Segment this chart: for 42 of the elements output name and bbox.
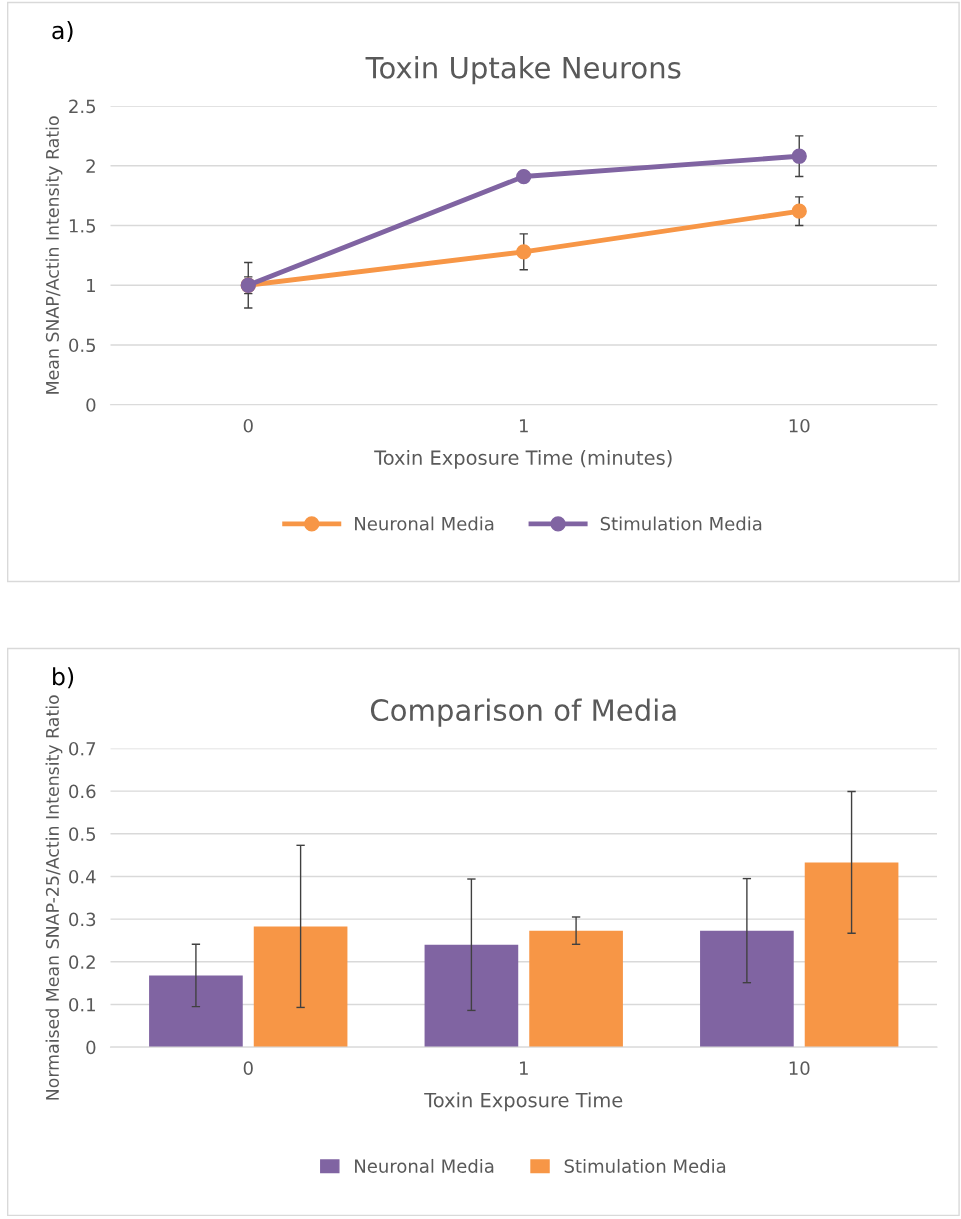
y-tick-label: 0.5	[69, 827, 96, 841]
y-tick-label: 1	[87, 278, 95, 293]
point	[791, 148, 807, 164]
legend-label: Neuronal Media	[355, 516, 494, 531]
point	[791, 203, 807, 219]
bar	[529, 930, 623, 1048]
bar	[253, 926, 348, 1048]
y-axis-title: Mean SNAP/Actin Intensity Ratio	[45, 116, 63, 394]
x-tick-label: 10	[789, 1061, 810, 1075]
x-tick-label: 10	[789, 418, 810, 433]
y-tick-label: 1.5	[69, 219, 96, 233]
x-tick-label: 1	[519, 419, 528, 433]
y-tick-label: 0	[86, 398, 96, 412]
y-tick-label: 2.5	[69, 99, 96, 114]
x-tick-label: 1	[519, 1061, 528, 1075]
bar	[700, 930, 794, 1048]
legend-label: Stimulation Media	[564, 1158, 726, 1173]
text: a)	[52, 21, 73, 43]
chart-title: Comparison of Media	[370, 698, 676, 727]
y-tick-label: 0	[86, 1040, 96, 1055]
point	[516, 168, 532, 185]
bar	[804, 862, 899, 1048]
y-tick-label: 0.1	[69, 997, 95, 1012]
x-tick-label: 0	[243, 1061, 253, 1075]
y-tick-label: 0.6	[69, 784, 96, 799]
y-tick-label: 0.2	[69, 955, 95, 969]
text: b)	[53, 667, 74, 689]
legend-label: Stimulation Media	[600, 516, 762, 531]
y-tick-label: 0.7	[69, 741, 96, 756]
x-axis-title: Toxin Exposure Time	[424, 1092, 623, 1112]
legend-label: Neuronal Media	[355, 1158, 494, 1173]
bar	[149, 975, 243, 1048]
y-tick-label: 2	[86, 159, 95, 173]
bar	[424, 944, 519, 1048]
x-axis-title: Toxin Exposure Time (minutes)	[374, 449, 672, 469]
x-tick-label: 0	[243, 418, 253, 433]
y-tick-label: 0.3	[69, 912, 96, 927]
y-axis-title: Normaised Mean SNAP-25/Actin Intensity Ratio	[45, 695, 63, 1100]
y-tick-label: 0.4	[69, 869, 96, 884]
chart-title: Toxin Uptake Neurons	[365, 56, 681, 85]
point	[516, 244, 532, 260]
y-tick-label: 0.5	[69, 338, 96, 353]
